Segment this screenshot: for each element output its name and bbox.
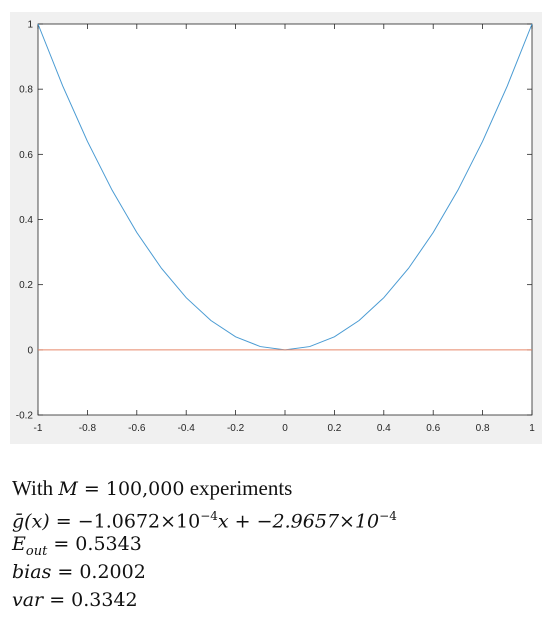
caption-line-experiments: With M = 100,000 experiments — [12, 474, 542, 502]
y-tick-label: 0.6 — [19, 150, 33, 161]
x-tick-label: -0.8 — [79, 423, 97, 434]
y-tick-label: 1 — [27, 20, 33, 31]
caption-gbar-coef1: = −1.0672×10 — [49, 510, 201, 533]
caption-gbar-arg: (x) — [24, 510, 50, 533]
line-chart: -1 -0.8 -0.6 -0.4 -0.2 0 0.2 0.4 0.6 0.8 1 -0.2 0 0.2… — [16, 20, 535, 435]
caption-var-m: M — [58, 478, 78, 500]
caption-line-var: var = 0.3342 — [12, 586, 542, 614]
x-tick-label: 0.2 — [327, 423, 341, 434]
caption-line-gbar: ḡ(x) = −1.0672×10−4x + −2.9657×10−4 — [12, 502, 542, 533]
caption-gbar-symbol: ḡ — [12, 510, 25, 533]
plot-area — [37, 23, 533, 416]
caption-bias-value: = 0.2002 — [51, 561, 146, 583]
x-tick-label: -0.6 — [128, 423, 146, 434]
caption-var-value: = 0.3342 — [43, 589, 138, 611]
caption-m-value: = 100,000 — [77, 478, 185, 500]
caption-bias-label: bias — [12, 561, 52, 583]
x-tick-label: 0.8 — [476, 423, 490, 434]
caption-eout-symbol: E — [12, 533, 26, 555]
x-tick-label: -0.2 — [227, 423, 245, 434]
caption-text: With — [12, 476, 59, 500]
y-tick-label: 0.2 — [19, 280, 33, 291]
y-tick-label: 0.8 — [19, 85, 33, 96]
figure-window: -1 -0.8 -0.6 -0.4 -0.2 0 0.2 0.4 0.6 0.8 1 -0.2 0 0.2… — [10, 12, 542, 444]
caption-var-label: var — [12, 589, 44, 611]
y-tick-label: 0 — [27, 345, 33, 356]
caption-line-eout: Eout = 0.5343 — [12, 530, 542, 559]
caption-line-bias: bias = 0.2002 — [12, 558, 542, 586]
caption-gbar-exp2: −4 — [379, 509, 397, 523]
y-tick-label: -0.2 — [16, 411, 34, 422]
caption-eout-subscript: out — [25, 543, 48, 559]
caption-gbar-coef2: x + −2.9657×10 — [217, 510, 380, 533]
x-tick-label: 1 — [529, 423, 535, 434]
x-tick-label: -1 — [34, 423, 43, 434]
x-tick-label: -0.4 — [178, 423, 196, 434]
results-caption: With M = 100,000 experiments ḡ(x) = −1.0… — [12, 474, 542, 614]
x-tick-label: 0 — [282, 423, 288, 434]
caption-eout-value: = 0.5343 — [47, 533, 142, 555]
caption-text: experiments — [184, 476, 293, 500]
x-tick-label: 0.4 — [377, 423, 391, 434]
y-tick-label: 0.4 — [19, 215, 33, 226]
caption-gbar-exp1: −4 — [200, 509, 218, 523]
x-tick-label: 0.6 — [426, 423, 440, 434]
